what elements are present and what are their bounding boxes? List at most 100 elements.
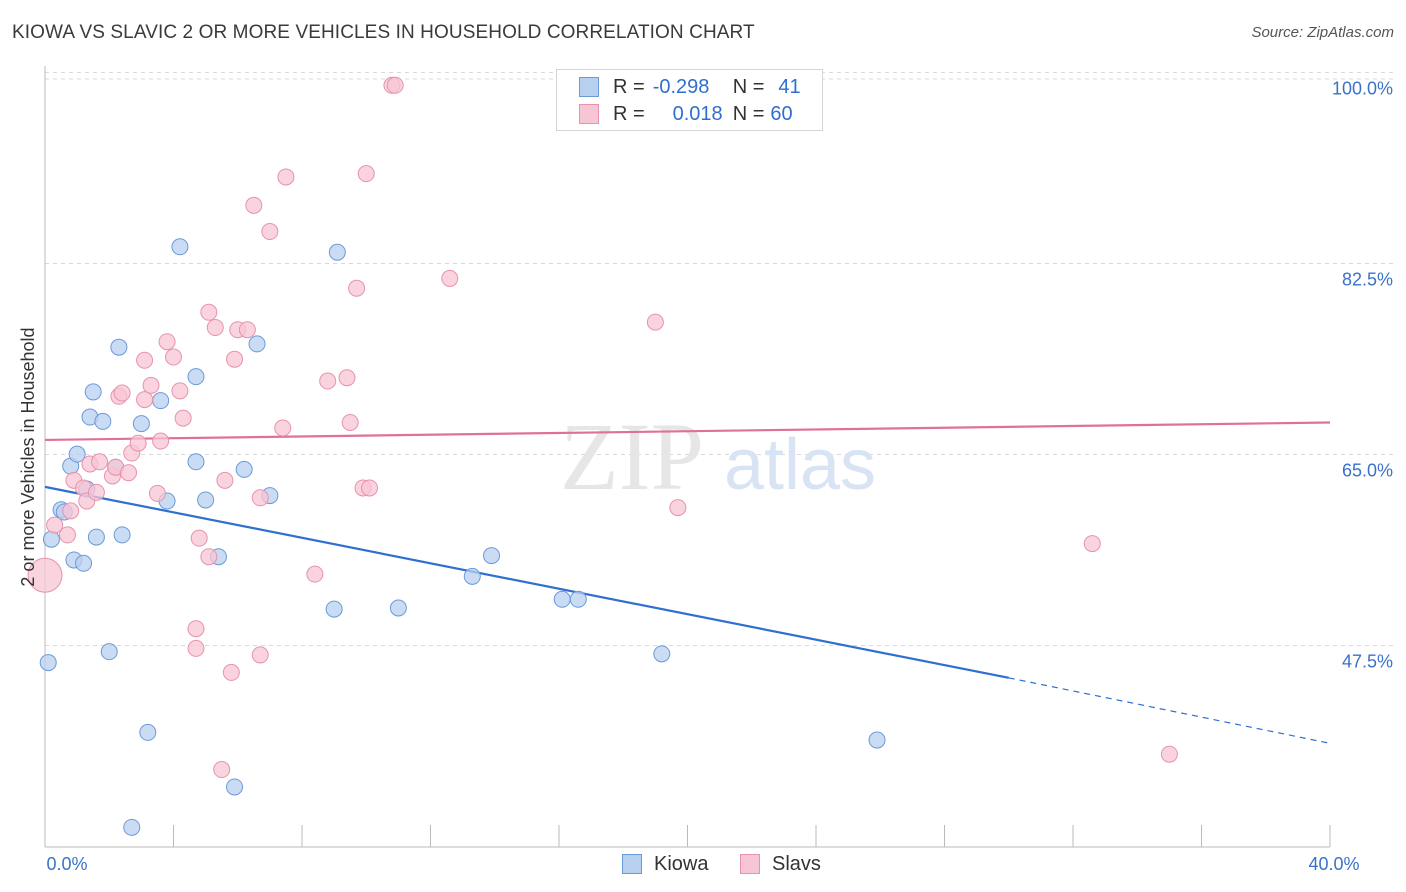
data-point-kiowa bbox=[569, 590, 587, 608]
data-point-kiowa bbox=[553, 590, 571, 608]
data-point-slavs bbox=[360, 479, 378, 497]
data-point-kiowa bbox=[84, 383, 102, 401]
data-point-kiowa bbox=[110, 338, 128, 356]
data-point-slavs bbox=[357, 165, 375, 183]
data-point-kiowa bbox=[42, 530, 60, 548]
legend-row-kiowa: R = -0.298 N = 41 bbox=[579, 74, 801, 100]
legend-n-label: N = bbox=[732, 102, 765, 125]
trend-layer bbox=[44, 421, 1331, 744]
data-point-kiowa bbox=[389, 599, 407, 617]
y-tick-label: 82.5% bbox=[1342, 270, 1393, 290]
bottom-legend-label-slavs: Slavs bbox=[772, 852, 821, 875]
data-point-slavs bbox=[62, 502, 80, 520]
bottom-legend-slavs: Slavs bbox=[740, 851, 821, 877]
data-point-slavs bbox=[46, 516, 64, 534]
data-point-slavs bbox=[251, 646, 269, 664]
legend-swatch-slavs bbox=[579, 104, 599, 124]
data-point-slavs bbox=[319, 372, 337, 390]
data-point-kiowa bbox=[187, 368, 205, 386]
data-point-slavs bbox=[190, 529, 208, 547]
bottom-legend-label-kiowa: Kiowa bbox=[654, 852, 709, 875]
data-point-slavs bbox=[200, 303, 218, 321]
chart-title: KIOWA VS SLAVIC 2 OR MORE VEHICLES IN HO… bbox=[12, 22, 755, 43]
data-point-kiowa bbox=[463, 567, 481, 585]
data-point-kiowa bbox=[328, 243, 346, 261]
data-point-kiowa bbox=[187, 453, 205, 471]
data-point-slavs bbox=[341, 413, 359, 431]
watermark-atlas: atlas bbox=[724, 425, 876, 505]
data-point-kiowa bbox=[197, 491, 215, 509]
data-point-slavs bbox=[158, 333, 176, 351]
data-point-slavs bbox=[120, 464, 138, 482]
data-point-slavs bbox=[251, 489, 269, 507]
data-point-slavs bbox=[187, 620, 205, 638]
data-point-kiowa bbox=[248, 335, 266, 353]
data-point-slavs bbox=[206, 319, 224, 337]
legend-n-value-slavs: 60 bbox=[770, 102, 793, 125]
data-point-slavs bbox=[142, 376, 160, 394]
data-point-kiowa bbox=[123, 818, 141, 836]
data-point-kiowa bbox=[132, 415, 150, 433]
data-point-slavs bbox=[58, 526, 76, 544]
data-point-slavs bbox=[174, 409, 192, 427]
data-point-slavs bbox=[148, 484, 166, 502]
x-tick-label: 40.0% bbox=[1308, 854, 1359, 874]
data-point-slavs bbox=[171, 382, 189, 400]
data-point-slavs bbox=[1160, 745, 1178, 763]
data-point-kiowa bbox=[171, 238, 189, 256]
legend-r-value-slavs: 0.018 bbox=[672, 102, 723, 125]
legend-box: R = -0.298 N = 41 R = 0.018 N = 60 bbox=[556, 69, 823, 131]
data-point-slavs bbox=[306, 565, 324, 583]
data-point-kiowa bbox=[483, 547, 501, 565]
legend-n-value-kiowa: 41 bbox=[778, 75, 801, 98]
trend-line-kiowa bbox=[44, 485, 1009, 679]
data-point-kiowa bbox=[653, 645, 671, 663]
data-point-slavs bbox=[27, 557, 63, 593]
bottom-legend-kiowa: Kiowa bbox=[622, 851, 708, 877]
trend-line-kiowa-extrapolated bbox=[1008, 677, 1331, 744]
legend-r-label: R = bbox=[613, 102, 645, 125]
data-point-slavs bbox=[129, 434, 147, 452]
x-tick-label: 0.0% bbox=[46, 854, 87, 874]
data-point-slavs bbox=[200, 548, 218, 566]
data-point-slavs bbox=[187, 639, 205, 657]
data-point-kiowa bbox=[75, 554, 93, 572]
watermark-zip: ZIP bbox=[560, 403, 704, 510]
legend-n-label: N = bbox=[732, 75, 765, 98]
axis-layer bbox=[44, 66, 1331, 848]
data-point-slavs bbox=[87, 483, 105, 501]
data-point-slavs bbox=[113, 384, 131, 402]
data-point-slavs bbox=[274, 419, 292, 437]
data-point-slavs bbox=[1083, 535, 1101, 553]
data-point-kiowa bbox=[139, 723, 157, 741]
data-point-slavs bbox=[136, 351, 154, 369]
data-point-slavs bbox=[348, 279, 366, 297]
data-point-slavs bbox=[245, 196, 263, 214]
data-point-kiowa bbox=[226, 778, 244, 796]
data-point-kiowa bbox=[325, 600, 343, 618]
label-layer: 100.0% 82.5% 65.0% 47.5% 0.0% 40.0% bbox=[46, 79, 1393, 874]
y-tick-label: 65.0% bbox=[1342, 461, 1393, 481]
data-point-slavs bbox=[152, 432, 170, 450]
data-point-kiowa bbox=[113, 526, 131, 544]
data-point-slavs bbox=[441, 269, 459, 287]
data-point-slavs bbox=[646, 313, 664, 331]
data-point-slavs bbox=[277, 168, 295, 186]
y-tick-label: 47.5% bbox=[1342, 651, 1393, 671]
data-point-slavs bbox=[261, 223, 279, 241]
grid-layer bbox=[45, 72, 1395, 646]
bottom-legend-swatch-slavs bbox=[740, 854, 760, 874]
data-point-kiowa bbox=[235, 460, 253, 478]
data-point-kiowa bbox=[94, 412, 112, 430]
y-tick-label: 100.0% bbox=[1332, 79, 1393, 99]
source-label: Source: ZipAtlas.com bbox=[1251, 24, 1394, 41]
data-point-slavs bbox=[238, 321, 256, 339]
data-point-kiowa bbox=[39, 654, 57, 672]
data-point-slavs bbox=[222, 663, 240, 681]
legend-r-value-kiowa: -0.298 bbox=[652, 75, 710, 98]
data-point-slavs bbox=[386, 76, 404, 94]
trend-line-slavs bbox=[44, 421, 1331, 442]
data-point-slavs bbox=[669, 499, 687, 517]
bottom-legend-swatch-kiowa bbox=[622, 854, 642, 874]
